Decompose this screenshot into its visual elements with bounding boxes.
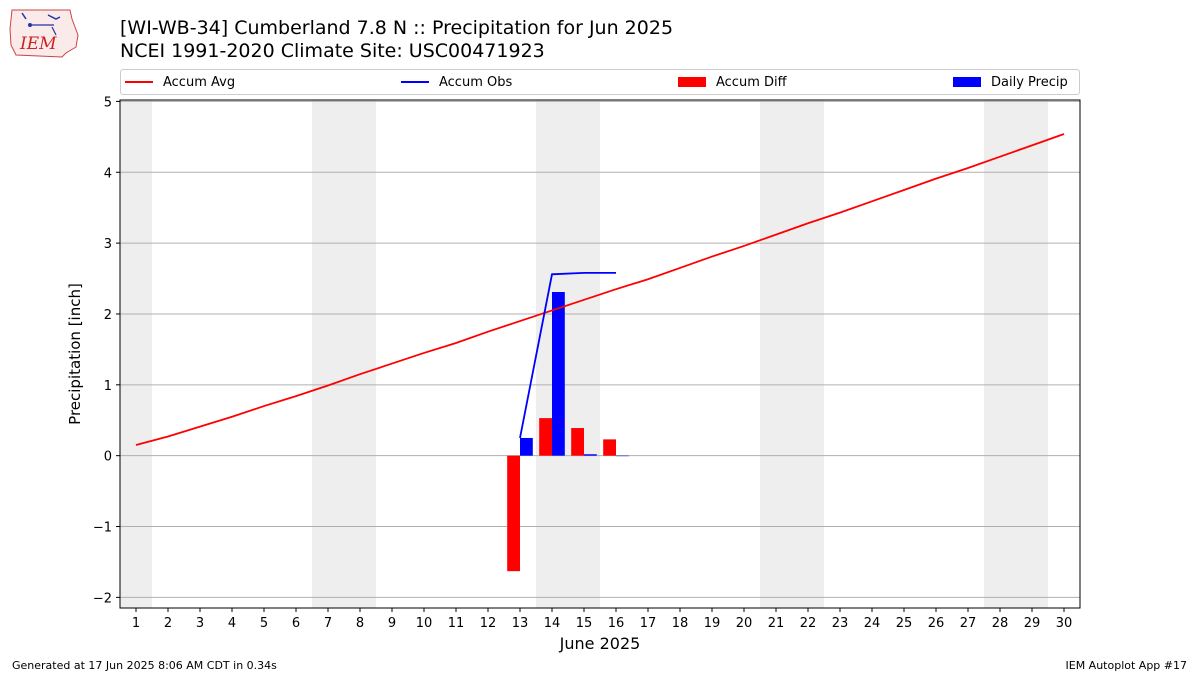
y-tick-label: 3 <box>104 237 112 252</box>
bar-accum-diff <box>571 428 584 456</box>
legend-item-daily-precip: Daily Precip <box>953 70 1068 94</box>
x-tick-label: 3 <box>196 616 204 631</box>
y-tick-label: 0 <box>104 450 112 465</box>
x-tick-label: 21 <box>768 616 785 631</box>
bar-daily-precip <box>552 292 565 456</box>
x-tick-label: 14 <box>544 616 561 631</box>
weekend-band <box>536 100 600 608</box>
svg-text:IEM: IEM <box>19 34 57 54</box>
x-tick-label: 8 <box>356 616 364 631</box>
y-axis-label: Precipitation [inch] <box>66 283 84 425</box>
legend-swatch <box>678 77 706 87</box>
line-accum-obs <box>519 271 616 439</box>
bar-daily-precip <box>584 454 597 456</box>
legend-swatch <box>401 81 429 83</box>
weekend-band <box>760 100 824 608</box>
x-tick-label: 11 <box>448 616 465 631</box>
x-tick-label: 22 <box>800 616 817 631</box>
x-tick-label: 29 <box>1024 616 1041 631</box>
x-tick-label: 4 <box>228 616 236 631</box>
chart-subtitle: NCEI 1991-2020 Climate Site: USC00471923 <box>120 40 545 62</box>
app-label: IEM Autoplot App #17 <box>1065 659 1188 672</box>
x-tick-label: 9 <box>388 616 396 631</box>
x-tick-label: 30 <box>1056 616 1073 631</box>
x-tick-label: 20 <box>736 616 753 631</box>
legend-item-accum-obs: Accum Obs <box>401 70 512 94</box>
legend-label: Daily Precip <box>991 74 1068 90</box>
x-tick-label: 25 <box>896 616 913 631</box>
y-tick-label: 4 <box>104 166 112 181</box>
x-tick-label: 2 <box>164 616 172 631</box>
weekend-band <box>120 100 152 608</box>
x-tick-label: 18 <box>672 616 689 631</box>
x-tick-label: 13 <box>512 616 529 631</box>
bar-accum-diff <box>603 439 616 456</box>
x-tick-label: 6 <box>292 616 300 631</box>
bar-accum-diff <box>507 455 520 572</box>
x-tick-label: 19 <box>704 616 721 631</box>
x-tick-label: 1 <box>132 616 140 631</box>
x-tick-label: 16 <box>608 616 625 631</box>
generated-timestamp: Generated at 17 Jun 2025 8:06 AM CDT in … <box>12 659 277 672</box>
y-tick-label: −2 <box>93 591 112 606</box>
y-tick-label: 2 <box>104 308 112 323</box>
iem-logo: IEM <box>9 9 79 58</box>
x-tick-label: 10 <box>416 616 433 631</box>
line-accum-avg <box>135 133 1065 446</box>
chart-title: [WI-WB-34] Cumberland 7.8 N :: Precipita… <box>120 17 674 39</box>
bar-daily-precip <box>520 437 533 456</box>
x-tick-label: 28 <box>992 616 1009 631</box>
x-tick-label: 23 <box>832 616 849 631</box>
legend-item-accum-diff: Accum Diff <box>678 70 787 94</box>
x-tick-label: 26 <box>928 616 945 631</box>
bar-accum-diff <box>539 418 552 456</box>
x-tick-label: 15 <box>576 616 593 631</box>
weekend-band <box>984 100 1048 608</box>
plot-frame <box>119 99 1081 609</box>
legend-label: Accum Avg <box>163 74 236 90</box>
x-tick-label: 5 <box>260 616 268 631</box>
legend-swatch <box>953 77 981 87</box>
x-tick-label: 7 <box>324 616 332 631</box>
bar-daily-precip <box>616 455 629 457</box>
x-tick-label: 27 <box>960 616 977 631</box>
x-tick-label: 12 <box>480 616 497 631</box>
legend-swatch <box>125 81 153 83</box>
x-axis-label: June 2025 <box>559 634 641 653</box>
legend: Accum Avg Accum Obs Accum Diff Daily Pre… <box>120 69 1080 95</box>
x-tick-label: 17 <box>640 616 657 631</box>
legend-item-accum-avg: Accum Avg <box>125 70 235 94</box>
y-tick-label: −1 <box>93 521 112 536</box>
y-tick-label: 5 <box>104 95 112 110</box>
y-tick-label: 1 <box>104 379 112 394</box>
weekend-band <box>312 100 376 608</box>
legend-label: Accum Diff <box>716 74 787 90</box>
legend-label: Accum Obs <box>439 74 513 90</box>
x-tick-label: 24 <box>864 616 881 631</box>
